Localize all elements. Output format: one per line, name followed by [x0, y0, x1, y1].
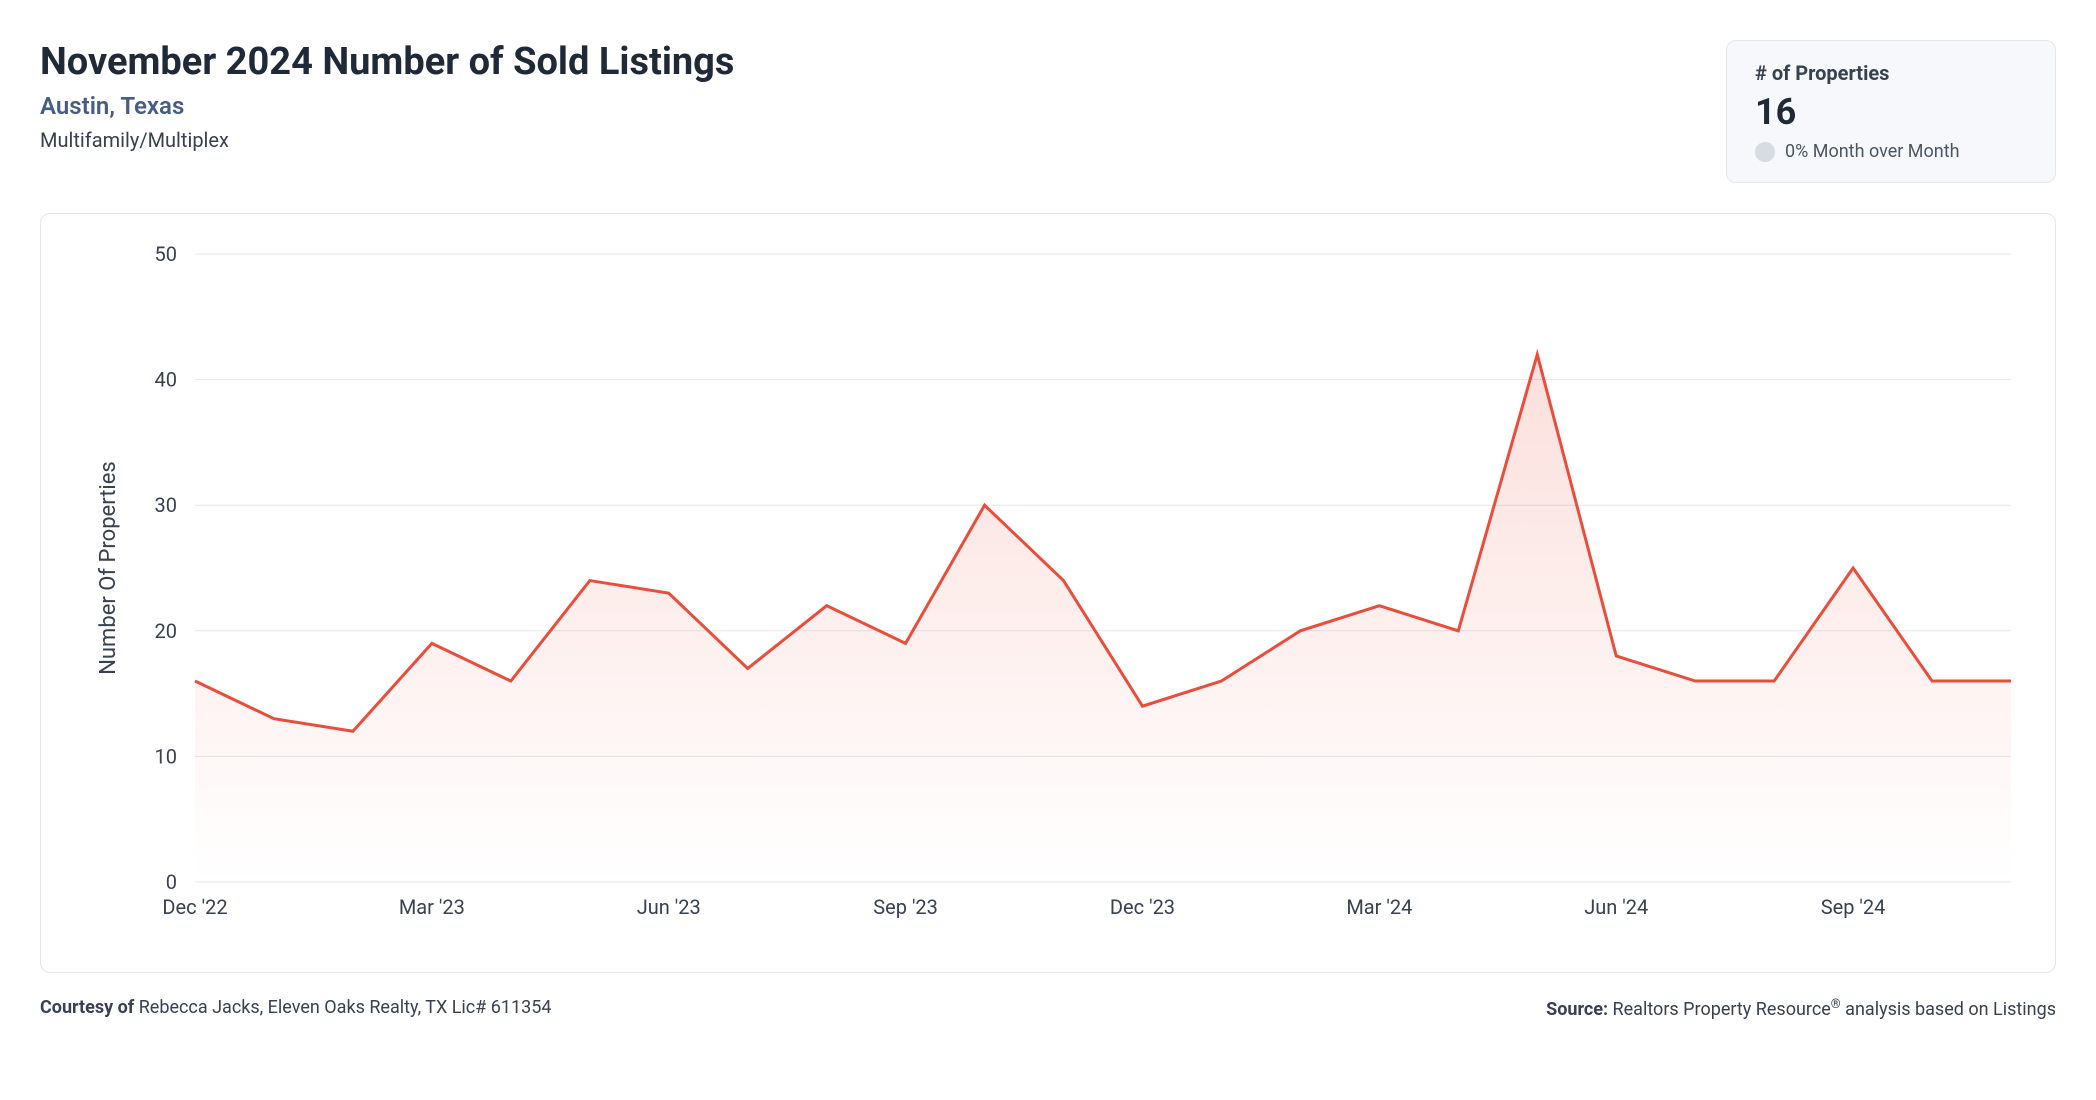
stat-value: 16 — [1755, 91, 2027, 133]
svg-text:Mar '23: Mar '23 — [399, 895, 465, 919]
footer-row: Courtesy of Rebecca Jacks, Eleven Oaks R… — [40, 997, 2056, 1020]
source-text: Source: Realtors Property Resource® anal… — [1546, 997, 2056, 1020]
stat-change-text: 0% Month over Month — [1785, 141, 1960, 162]
svg-text:40: 40 — [155, 368, 177, 392]
svg-text:Sep '23: Sep '23 — [873, 895, 938, 919]
location-link[interactable]: Austin, Texas — [40, 92, 734, 120]
stat-label: # of Properties — [1755, 61, 2027, 85]
svg-text:10: 10 — [155, 744, 177, 768]
svg-text:30: 30 — [155, 493, 177, 517]
svg-text:Jun '23: Jun '23 — [637, 895, 701, 919]
page-title: November 2024 Number of Sold Listings — [40, 40, 734, 84]
chart-card: 0 10 20 30 40 50 Number Of Properties Dec '22 Ma… — [40, 213, 2056, 973]
svg-text:20: 20 — [155, 619, 177, 643]
stat-change-row: 0% Month over Month — [1755, 141, 2027, 162]
line-chart: 0 10 20 30 40 50 Number Of Properties Dec '22 Ma… — [65, 234, 2031, 942]
svg-text:0: 0 — [166, 870, 177, 894]
header-row: November 2024 Number of Sold Listings Au… — [40, 40, 2056, 183]
svg-text:Jun '24: Jun '24 — [1584, 895, 1648, 919]
svg-text:Number Of Properties: Number Of Properties — [96, 461, 121, 675]
courtesy-text: Courtesy of Rebecca Jacks, Eleven Oaks R… — [40, 997, 551, 1020]
svg-text:Sep '24: Sep '24 — [1821, 895, 1886, 919]
svg-text:50: 50 — [155, 242, 177, 266]
property-type: Multifamily/Multiplex — [40, 128, 734, 152]
svg-text:Dec '23: Dec '23 — [1110, 895, 1175, 919]
neutral-dot-icon — [1755, 142, 1775, 162]
stat-card: # of Properties 16 0% Month over Month — [1726, 40, 2056, 183]
svg-text:Dec '22: Dec '22 — [162, 895, 227, 919]
titles-block: November 2024 Number of Sold Listings Au… — [40, 40, 734, 152]
svg-text:Mar '24: Mar '24 — [1346, 895, 1412, 919]
